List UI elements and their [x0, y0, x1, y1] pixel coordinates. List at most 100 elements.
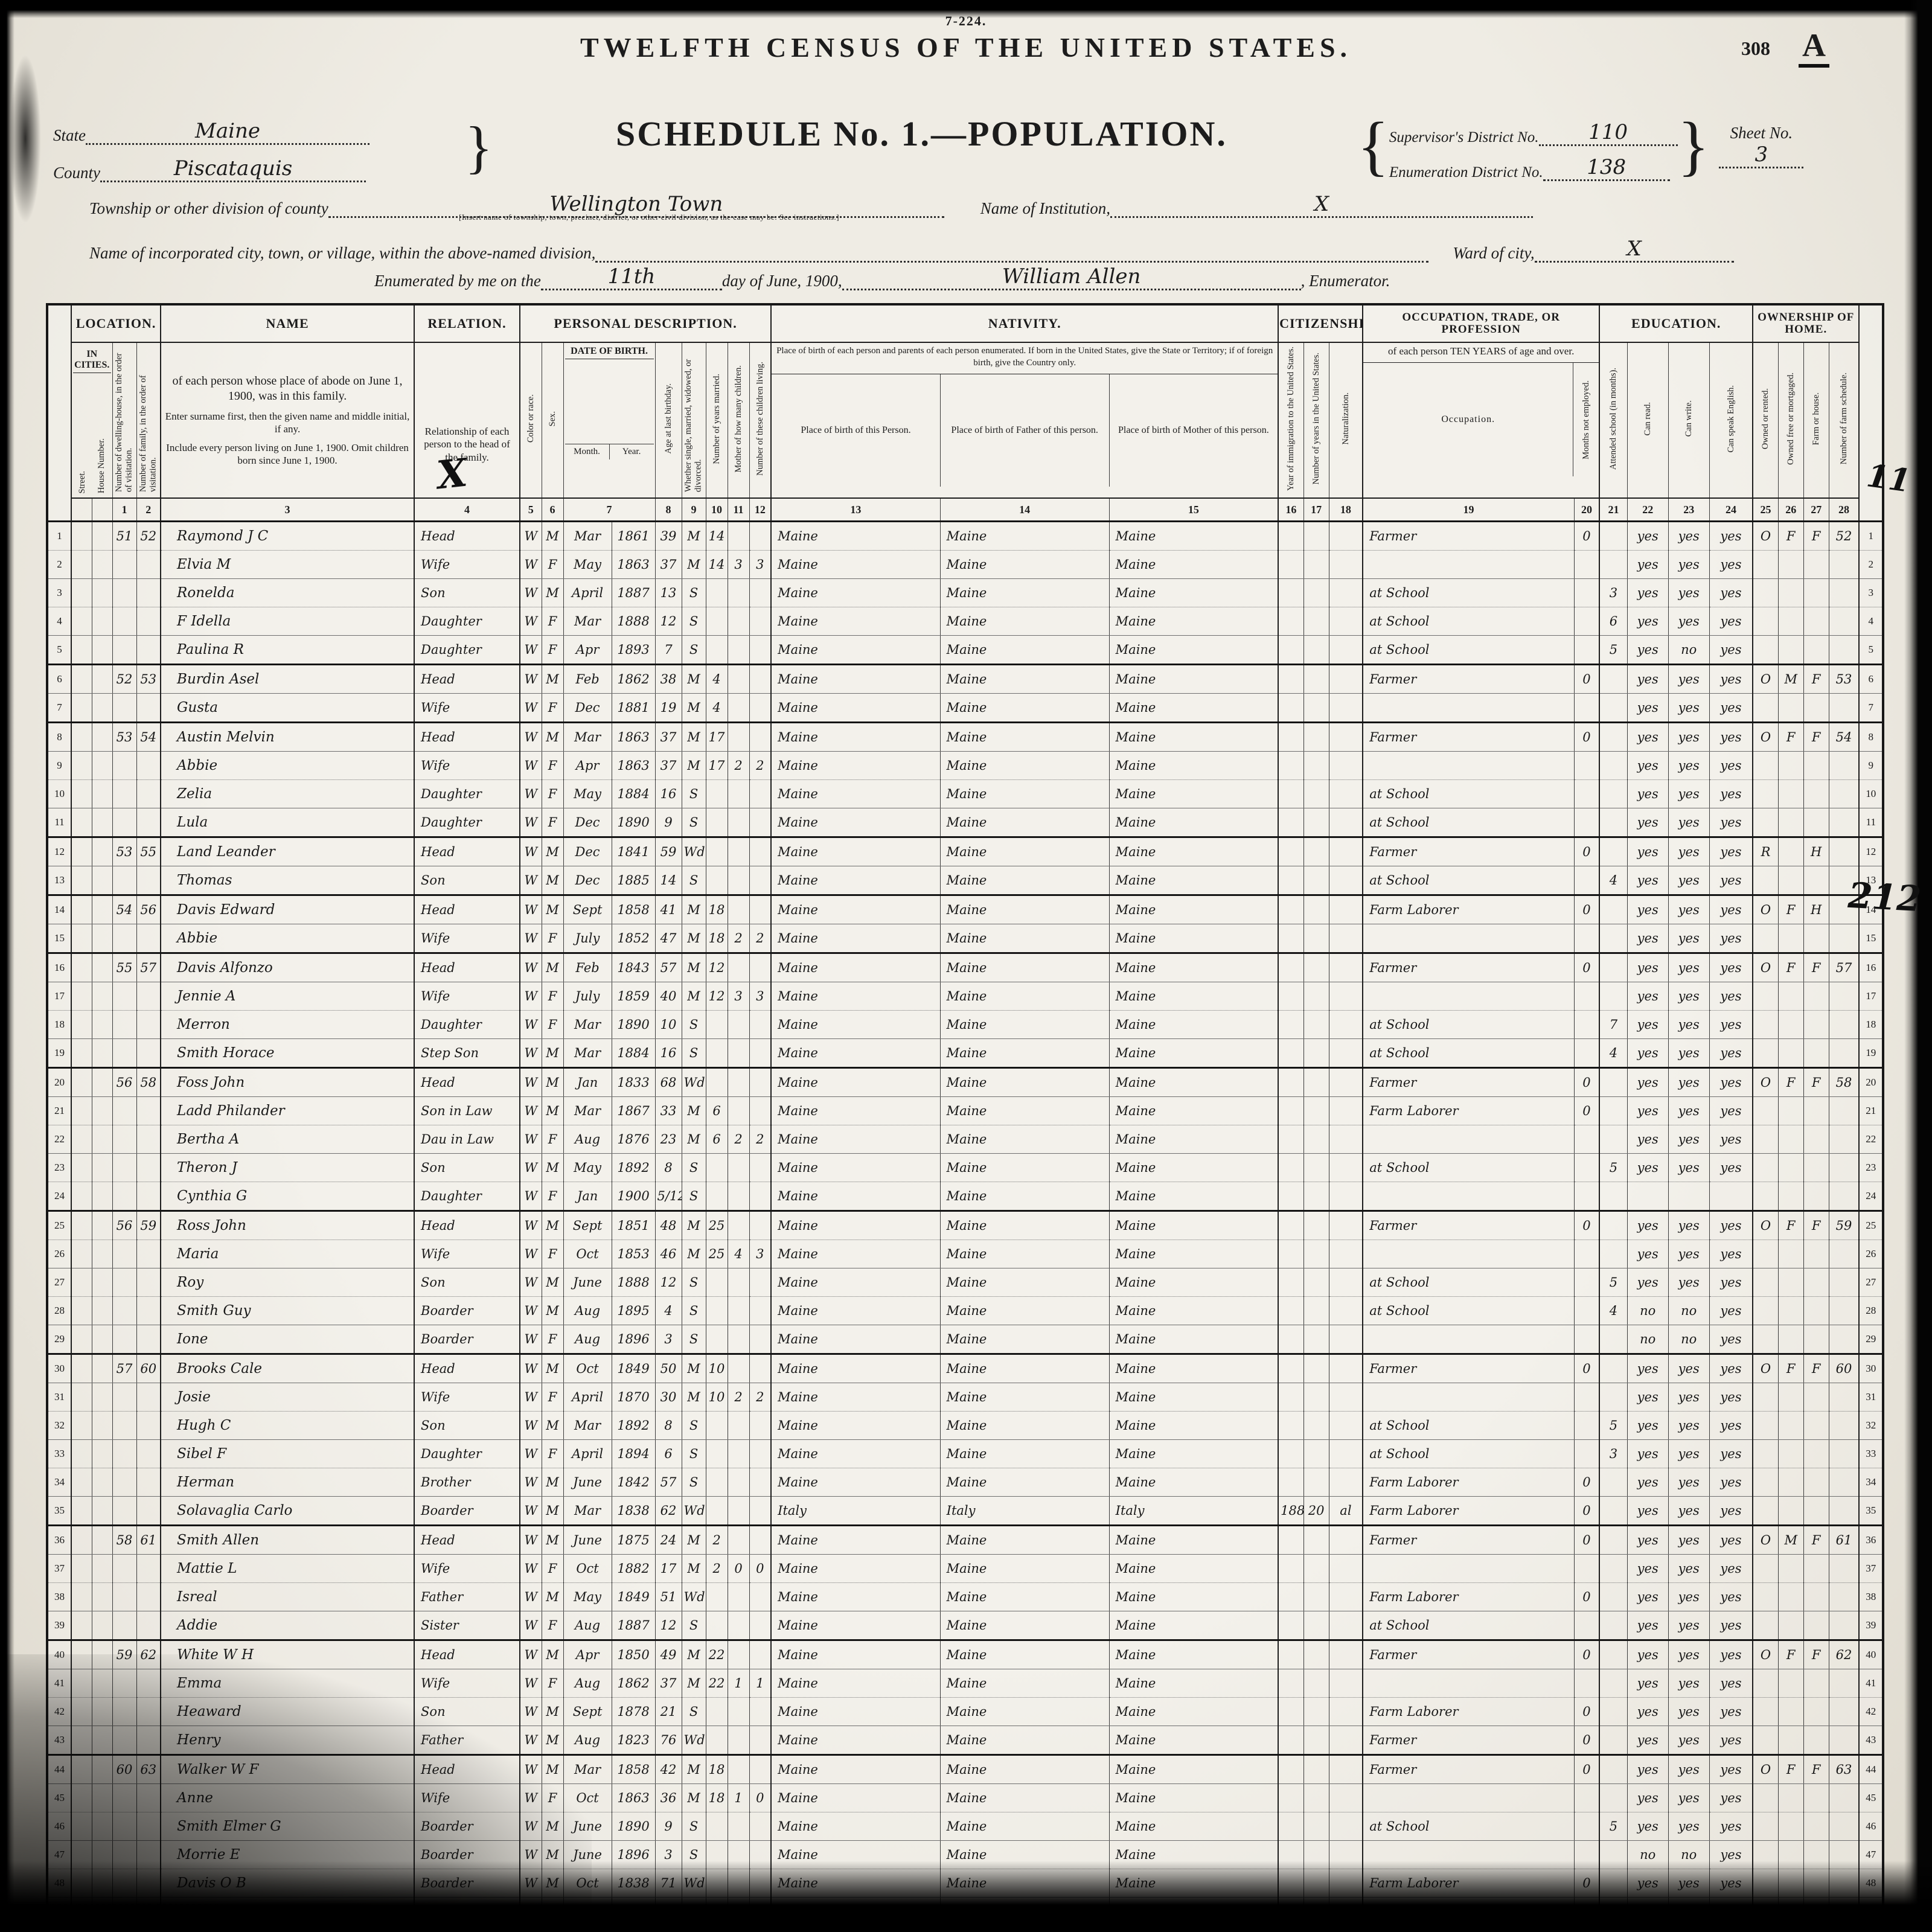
- name: Herman: [160, 1468, 415, 1497]
- birth-year: 1838: [611, 1496, 656, 1526]
- owned-or-rented: [1752, 1182, 1779, 1211]
- column-number: [91, 497, 113, 522]
- mother-of-children: [727, 1496, 750, 1526]
- farm-or-house: [1803, 550, 1829, 579]
- line-number: 18: [1858, 1010, 1884, 1039]
- can-write: yes: [1668, 1439, 1710, 1468]
- can-speak-english: yes: [1709, 520, 1754, 551]
- attended-school: [1599, 1125, 1628, 1154]
- birth-year: 1849: [611, 1582, 656, 1611]
- owned-free-or-mortgaged: [1777, 1554, 1804, 1583]
- can-read: yes: [1627, 808, 1669, 837]
- col-header-birth-year: Year.: [622, 447, 641, 456]
- birthplace: Maine: [770, 550, 941, 579]
- farm-or-house: [1803, 1239, 1829, 1268]
- column-number: 2: [136, 497, 162, 522]
- dwelling-number: [112, 1582, 137, 1611]
- farm-or-house: [1803, 924, 1829, 953]
- mother-birthplace: Maine: [1108, 1125, 1279, 1154]
- table-row: 25 56 59 Ross John Head W M Sept 1851 48 M 25 Maine M…: [46, 1210, 1884, 1240]
- birth-month: Mar: [563, 1010, 612, 1039]
- immigration-year: [1278, 1153, 1304, 1182]
- group-header-nativity: NATIVITY.: [770, 304, 1279, 343]
- naturalization: [1328, 1383, 1364, 1412]
- immigration-year: [1278, 1554, 1304, 1583]
- owned-free-or-mortgaged: F: [1777, 721, 1804, 752]
- father-birthplace: Maine: [939, 1268, 1110, 1297]
- age: 37: [654, 751, 682, 780]
- months-not-employed: [1573, 751, 1601, 780]
- can-read: yes: [1627, 779, 1669, 808]
- line-number: 40: [1858, 1639, 1884, 1669]
- birthplace: Maine: [770, 1524, 941, 1555]
- farm-schedule-number: [1828, 1296, 1860, 1325]
- mother-birthplace: Maine: [1108, 1010, 1279, 1039]
- col-header-children-living: Number of these children living.: [749, 342, 772, 499]
- sex: M: [541, 1067, 564, 1097]
- birthplace: Maine: [770, 1325, 941, 1354]
- table-row: 18 Merron Daughter W F Mar 1890 10 S Maine Maine Ma…: [46, 1010, 1884, 1039]
- children-living: [749, 1010, 772, 1039]
- family-number: [136, 866, 162, 895]
- owned-free-or-mortgaged: [1777, 1468, 1804, 1497]
- age: 9: [654, 1812, 682, 1841]
- marital-status: M: [681, 1096, 706, 1125]
- mother-birthplace: Maine: [1108, 1411, 1279, 1440]
- table-row: 15 Abbie Wife W F July 1852 47 M 18 2 2 Maine Maine Ma…: [46, 924, 1884, 953]
- can-write: yes: [1668, 894, 1710, 924]
- can-speak-english: yes: [1709, 1353, 1754, 1383]
- children-living: [749, 1296, 772, 1325]
- birth-month: May: [563, 1153, 612, 1182]
- years-married: [705, 1496, 728, 1526]
- line-number: 14: [46, 894, 72, 924]
- immigration-year: [1278, 1611, 1304, 1640]
- relation: Wife: [414, 751, 521, 780]
- months-not-employed: 0: [1573, 664, 1601, 694]
- house-number: [91, 1524, 113, 1555]
- family-number: [136, 635, 162, 665]
- years-married: [705, 635, 728, 665]
- can-speak-english: yes: [1709, 1067, 1754, 1097]
- owned-free-or-mortgaged: F: [1777, 894, 1804, 924]
- years-in-us: [1303, 866, 1329, 895]
- occupation: Farmer: [1362, 1639, 1575, 1669]
- table-row: 13 Thomas Son W M Dec 1885 14 S Maine Maine Maine at…: [46, 866, 1884, 895]
- owned-or-rented: [1752, 1554, 1779, 1583]
- naturalization: [1328, 1411, 1364, 1440]
- table-row: 3 Ronelda Son W M April 1887 13 S Maine Maine Maine…: [46, 578, 1884, 607]
- father-birthplace: Maine: [939, 664, 1110, 694]
- birthplace: Maine: [770, 721, 941, 752]
- street: [71, 1268, 92, 1297]
- children-living: [749, 1812, 772, 1841]
- dwelling-number: [112, 1411, 137, 1440]
- father-birthplace: Maine: [939, 1439, 1110, 1468]
- marital-status: M: [681, 751, 706, 780]
- can-speak-english: yes: [1709, 1296, 1754, 1325]
- table-row: 45AnneWifeWFOct186336M1810MaineMaineMain…: [46, 1783, 1884, 1812]
- house-number: [91, 1353, 113, 1383]
- supervisor-district-value: 110: [1538, 120, 1678, 146]
- mother-of-children: [727, 1524, 750, 1555]
- color-race: W: [519, 982, 542, 1011]
- farm-schedule-number: [1828, 1496, 1860, 1526]
- years-married: 10: [705, 1353, 728, 1383]
- farm-schedule-number: [1828, 1726, 1860, 1755]
- years-married: 22: [705, 1639, 728, 1669]
- mother-of-children: [727, 1697, 750, 1726]
- can-read: yes: [1627, 1096, 1669, 1125]
- owned-free-or-mortgaged: [1777, 1010, 1804, 1039]
- birth-month: Mar: [563, 607, 612, 636]
- years-in-us: [1303, 1611, 1329, 1640]
- can-speak-english: yes: [1709, 1383, 1754, 1412]
- years-married: 12: [705, 982, 728, 1011]
- naturalization: [1328, 894, 1364, 924]
- name: Merron: [160, 1010, 415, 1039]
- sex: F: [541, 693, 564, 723]
- owned-or-rented: O: [1752, 1524, 1779, 1555]
- col-header-date-of-birth: DATE OF BIRTH. Month. Year.: [563, 342, 656, 499]
- can-write: yes: [1668, 779, 1710, 808]
- line-number: 16: [46, 952, 72, 982]
- attended-school: [1599, 550, 1628, 579]
- farm-or-house: [1803, 1325, 1829, 1354]
- years-in-us: [1303, 1125, 1329, 1154]
